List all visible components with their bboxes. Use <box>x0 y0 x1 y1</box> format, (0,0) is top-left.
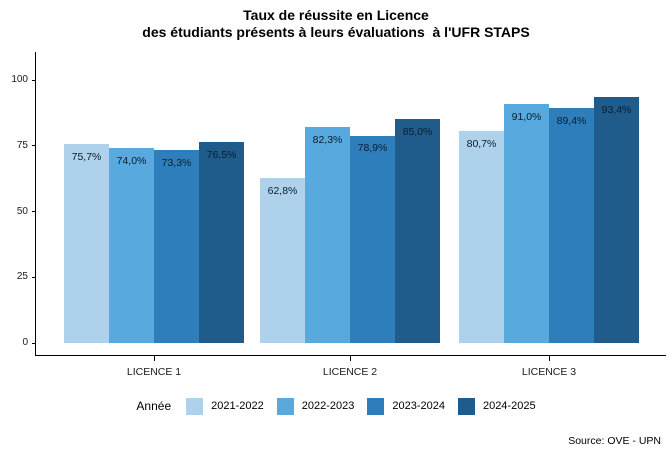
y-axis-tick-label: 25 <box>16 271 28 283</box>
y-axis-tick <box>32 211 36 212</box>
bar <box>199 141 244 343</box>
bar <box>260 177 305 343</box>
bar <box>594 97 639 343</box>
chart-title-line2: des étudiants présents à leurs évaluatio… <box>142 24 530 40</box>
bar <box>109 148 154 343</box>
legend: Année 2021-2022 2022-2023 2023-2024 2024-20… <box>0 394 672 418</box>
legend-item-label: 2024-2025 <box>482 400 536 412</box>
legend-item-label: 2022-2023 <box>301 400 355 412</box>
legend-swatch <box>457 397 475 415</box>
legend-swatch <box>367 397 385 415</box>
bar-value-label: 75,7% <box>71 150 102 163</box>
bar-value-label: 62,8% <box>267 184 298 197</box>
plot-panel: 0 25 50 75 100 LICENCE 1 75,7% 74,0% 73,3% 76,5% L… <box>11 52 666 378</box>
bar-value-label: 73,3% <box>161 157 192 170</box>
legend-item-label: 2021-2022 <box>211 400 264 412</box>
bar-value-label: 74,0% <box>116 155 147 168</box>
bar <box>504 103 549 343</box>
bar <box>395 119 440 343</box>
x-axis-tick <box>548 356 550 361</box>
y-axis-tick-label: 75 <box>16 139 28 151</box>
bar <box>549 107 594 343</box>
legend-swatch <box>276 397 294 415</box>
legend-item: 2022-2023 <box>276 397 355 415</box>
bar-value-label: 82,3% <box>312 133 343 146</box>
bar <box>305 126 350 343</box>
legend-item-label: 2023-2024 <box>392 400 445 412</box>
legend-item: 2024-2025 <box>457 397 536 415</box>
bar-value-label: 93,4% <box>601 104 632 117</box>
x-axis-category-label: LICENCE 2 <box>322 366 378 378</box>
x-axis-tick <box>153 356 155 361</box>
bar-value-label: 78,9% <box>357 142 388 155</box>
y-axis-tick <box>32 79 36 81</box>
chart-title: Taux de réussite en Licence des étudiant… <box>0 7 672 41</box>
bar-value-label: 76,5% <box>206 148 237 161</box>
bar <box>154 150 199 343</box>
y-axis-tick <box>32 276 36 278</box>
legend-title: Année <box>136 399 172 413</box>
x-axis-category-label: LICENCE 1 <box>126 366 182 378</box>
bar-value-label: 89,4% <box>556 114 587 127</box>
bar-value-label: 91,0% <box>511 110 542 123</box>
legend-swatch <box>186 397 204 415</box>
y-axis-tick <box>32 145 36 147</box>
source-caption: Source: OVE - UPN <box>568 435 661 447</box>
bar <box>64 143 109 343</box>
chart-title-line1: Taux de réussite en Licence <box>243 7 429 23</box>
y-axis-tick-label: 50 <box>16 205 28 217</box>
x-axis-category-label: LICENCE 3 <box>521 366 577 378</box>
legend-item: 2021-2022 <box>186 397 264 415</box>
x-axis-tick <box>349 356 351 361</box>
y-axis-tick-label: 0 <box>22 337 28 348</box>
bar <box>350 135 395 343</box>
bar <box>459 130 504 343</box>
y-axis-tick-label: 100 <box>11 74 28 85</box>
y-axis-tick <box>32 342 36 344</box>
bar-value-label: 85,0% <box>402 126 433 139</box>
bar-value-label: 80,7% <box>466 137 497 150</box>
legend-item: 2023-2024 <box>367 397 445 415</box>
